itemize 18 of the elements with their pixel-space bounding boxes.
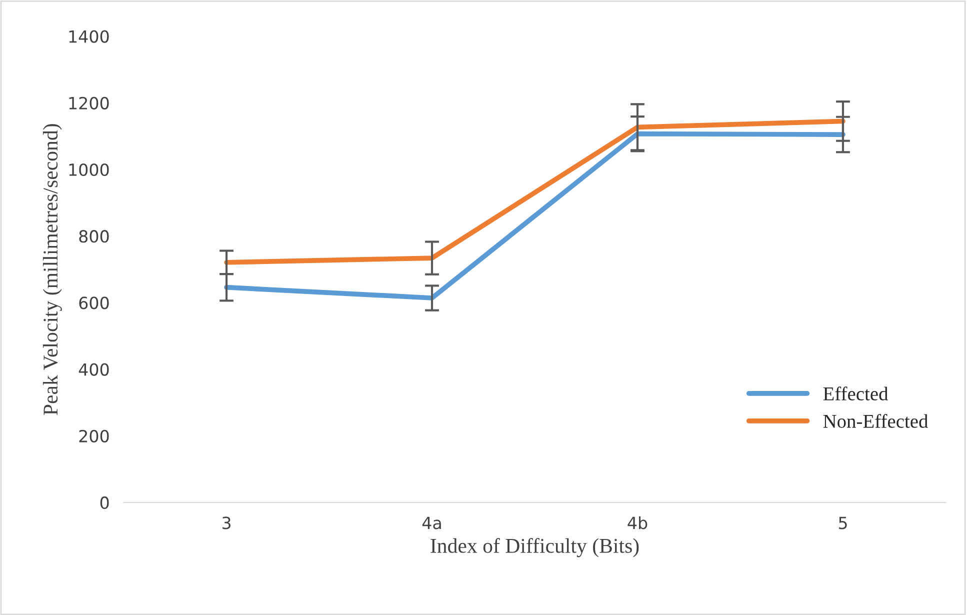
x-tick-label: 4a <box>422 516 441 530</box>
y-tick-label: 0 <box>100 496 109 510</box>
legend-label: Non-Effected <box>823 414 928 428</box>
y-tick-label: 800 <box>79 230 109 243</box>
y-tick-label: 1200 <box>69 96 109 110</box>
x-tick-label: 3 <box>222 516 230 530</box>
y-tick-label: 400 <box>78 363 109 376</box>
y-tick-label: 600 <box>79 296 109 310</box>
x-tick-label: 4b <box>628 516 648 530</box>
line-series <box>224 131 846 300</box>
line-series <box>224 118 846 265</box>
y-tick-label: 200 <box>79 430 109 442</box>
x-tick-label: 5 <box>838 516 847 530</box>
y-tick-label: 1000 <box>69 163 109 176</box>
x-axis-title: Index of Difficulty (Bits) <box>430 538 639 558</box>
legend-label: Effected <box>823 386 888 400</box>
y-tick-label: 1400 <box>69 30 109 43</box>
y-axis-title: Peak Velocity (millimetres/second) <box>42 124 62 415</box>
